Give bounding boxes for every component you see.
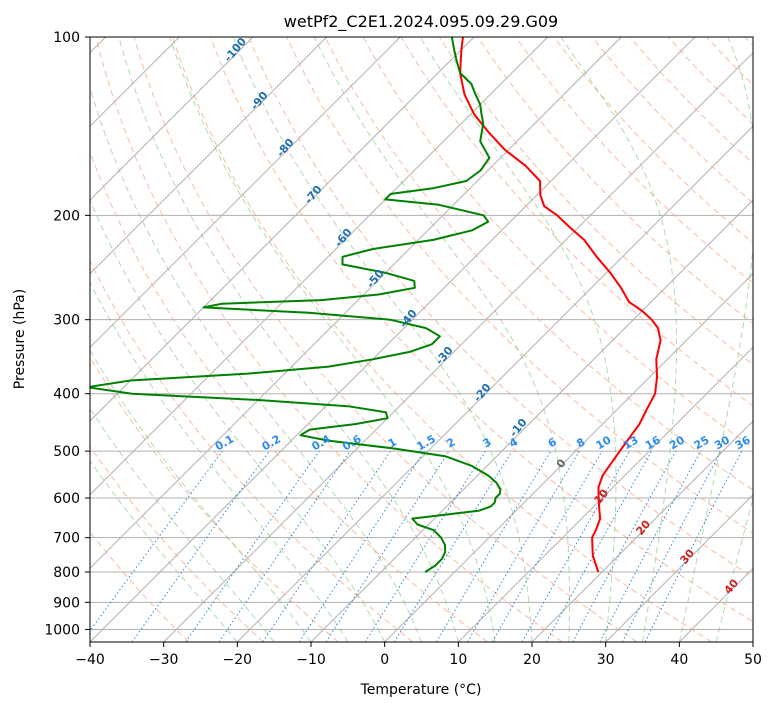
temperature-profile-line	[459, 37, 662, 573]
y-tick-label: 400	[53, 387, 80, 403]
x-tick-label: 30	[597, 652, 615, 668]
y-tick-label: 900	[53, 595, 80, 611]
dry-adiabat-line	[210, 37, 753, 623]
dry-adiabat-line	[515, 37, 753, 284]
dry-adiabat-line	[90, 445, 264, 642]
dry-adiabat-line	[324, 37, 753, 491]
y-tick-label: 100	[53, 30, 80, 46]
isotherm-line	[90, 37, 328, 275]
dry-adiabat-line	[248, 37, 753, 578]
y-tick-label: 500	[53, 444, 80, 460]
plot-frame	[89, 36, 754, 643]
dry-adiabat-line	[362, 37, 753, 449]
mixing-ratio-line	[393, 450, 513, 642]
dry-adiabat-line	[90, 259, 414, 642]
dry-adiabat-line	[591, 37, 753, 204]
dewpoint-profile-line	[90, 37, 502, 573]
y-tick-label: 200	[53, 208, 80, 224]
y-tick-label: 300	[53, 313, 80, 329]
isotherm-line	[605, 493, 753, 642]
moist-adiabat-line	[560, 37, 677, 642]
dry-adiabat-line	[629, 37, 753, 165]
isotherm-line	[236, 125, 753, 642]
moist-adiabat-line	[313, 37, 570, 642]
chart-title: wetPf2_C2E1.2024.095.09.29.G09	[284, 12, 558, 32]
isotherm-line	[90, 37, 696, 642]
moist-adiabat-line	[715, 496, 753, 642]
moist-adiabat-line	[90, 281, 349, 642]
x-tick-label: 0	[380, 652, 389, 668]
y-tick-label: 700	[53, 531, 80, 547]
isotherm-line	[90, 37, 401, 349]
mixing-ratio-line	[644, 450, 743, 642]
x-axis-ticks: −40 −30 −20 −10 0 10 20 30 40 50	[75, 642, 762, 668]
x-tick-label: 50	[744, 652, 762, 668]
moist-adiabat-line	[232, 37, 533, 642]
dry-adiabat-line	[477, 37, 753, 325]
mixing-ratio-line	[572, 450, 677, 642]
mixing-ratio-line	[262, 450, 392, 642]
x-tick-label: −10	[296, 652, 326, 668]
isotherm-line	[384, 272, 753, 642]
background-lines	[90, 37, 753, 642]
dry-adiabat-line	[171, 37, 712, 642]
isotherm-line	[90, 37, 254, 201]
moist-adiabat-line	[118, 37, 459, 642]
isotherm-line	[163, 51, 753, 642]
mixing-ratio-line	[325, 450, 450, 642]
isotherm-line	[457, 346, 753, 642]
dry-adiabat-line	[133, 37, 638, 642]
x-tick-label: −30	[149, 652, 179, 668]
isotherm-line	[531, 420, 753, 642]
moist-adiabat-line	[678, 37, 753, 642]
mixing-ratio-line	[298, 450, 425, 642]
mixing-ratio-line	[521, 450, 630, 642]
dry-adiabat-line	[400, 37, 753, 407]
moist-adiabat-line	[169, 37, 496, 642]
moist-adiabat-line	[90, 407, 275, 642]
mixing-ratio-line	[185, 450, 320, 642]
y-tick-label: 600	[53, 491, 80, 507]
isotherm-line	[90, 37, 622, 570]
x-tick-label: 20	[523, 652, 541, 668]
x-axis-label: Temperature (°C)	[360, 682, 482, 698]
moist-adiabat-line	[90, 85, 422, 642]
dry-adiabat-line	[95, 37, 563, 642]
x-tick-label: 10	[449, 652, 467, 668]
moist-adiabat-line	[90, 198, 386, 642]
x-tick-label: −20	[223, 652, 253, 668]
y-tick-label: 1000	[44, 622, 80, 638]
y-tick-label: 800	[53, 565, 80, 581]
moist-adiabat-line	[419, 37, 617, 642]
mixing-ratio-line	[131, 450, 270, 642]
mixing-ratio-line	[545, 450, 653, 642]
moist-adiabat-line	[90, 460, 238, 642]
isotherm-line	[90, 37, 549, 496]
mixing-ratio-line	[90, 450, 223, 632]
y-axis-label: Pressure (hPa)	[12, 289, 28, 389]
isotherm-line	[90, 37, 475, 422]
y-axis-ticks: 100 200 300 400 500 600 700 800 900 1000	[44, 30, 90, 638]
data-series	[90, 37, 662, 573]
x-tick-label: −40	[75, 652, 105, 668]
mixing-ratio-line	[218, 450, 351, 642]
x-tick-label: 40	[670, 652, 688, 668]
